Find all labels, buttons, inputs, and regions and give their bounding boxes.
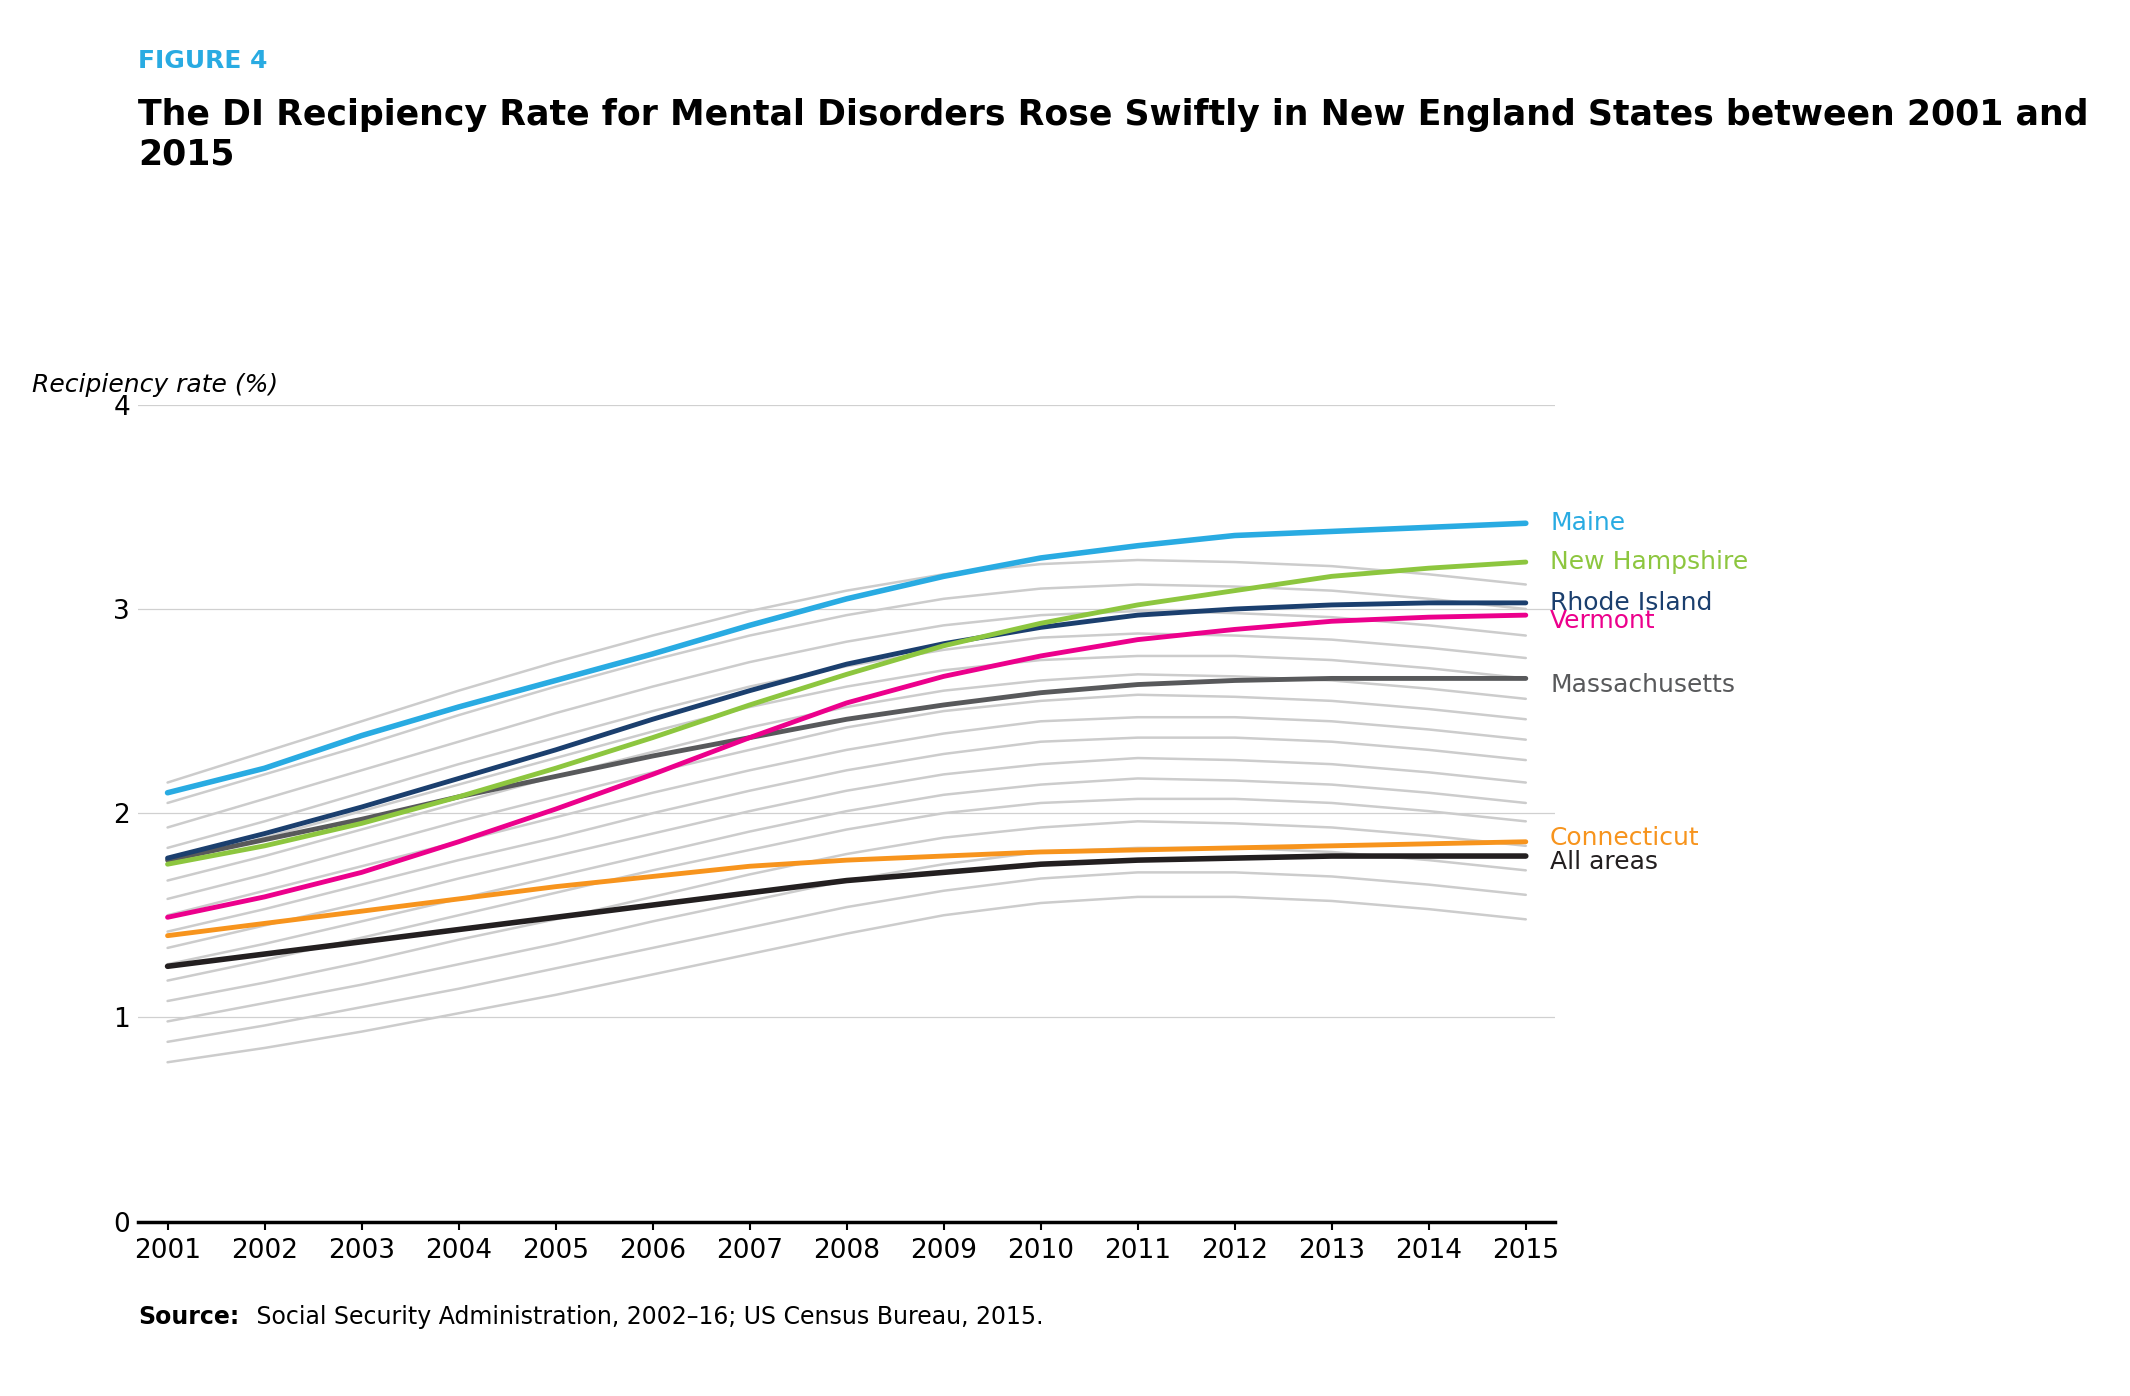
Text: All areas: All areas: [1551, 850, 1657, 874]
Text: Connecticut: Connecticut: [1551, 825, 1700, 850]
Text: FIGURE 4: FIGURE 4: [138, 49, 268, 73]
Text: Maine: Maine: [1551, 511, 1625, 535]
Text: Social Security Administration, 2002–16; US Census Bureau, 2015.: Social Security Administration, 2002–16;…: [249, 1305, 1044, 1329]
Text: Source:: Source:: [138, 1305, 241, 1329]
Text: Vermont: Vermont: [1551, 609, 1655, 634]
Text: Recipiency rate (%): Recipiency rate (%): [32, 373, 279, 396]
Text: Massachusetts: Massachusetts: [1551, 673, 1736, 697]
Text: The DI Recipiency Rate for Mental Disorders Rose Swiftly in New England States b: The DI Recipiency Rate for Mental Disord…: [138, 98, 2090, 172]
Text: New Hampshire: New Hampshire: [1551, 550, 1749, 574]
Text: Rhode Island: Rhode Island: [1551, 591, 1713, 614]
